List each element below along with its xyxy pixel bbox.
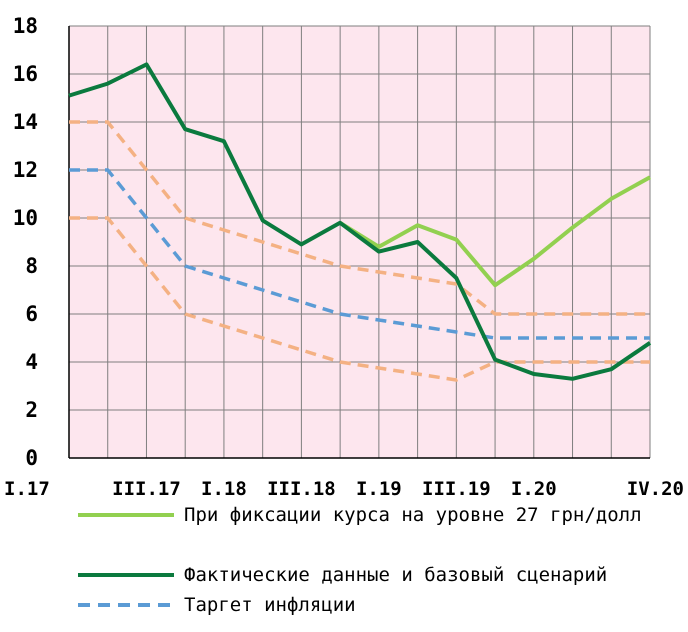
inflation-chart: 0 2 4 6 8 10 12 14 16 18 I.17 III.17 I.18 III.18 I.19…: [4, 14, 684, 500]
y-tick-label: 10: [13, 206, 38, 230]
x-tick-label: IV.20: [627, 478, 684, 500]
grid-lines: [68, 25, 651, 459]
legend-label-fixed-rate: При фиксации курса на уровне 27 грн/долл: [184, 504, 642, 526]
y-tick-label: 2: [25, 398, 38, 422]
legend-swatch-fixed-rate: [78, 513, 174, 517]
x-axis-ticks: I.17 III.17 I.18 III.18 I.19 III.19 I.20 IV.20: [4, 478, 684, 500]
series-line-actual: [68, 62, 652, 381]
legend-swatch-target: [78, 603, 174, 607]
legend-item-fixed-rate: При фиксации курса на уровне 27 грн/долл: [78, 500, 678, 560]
y-tick-label: 18: [13, 14, 38, 38]
legend-item-target: Таргет инфляции: [78, 590, 678, 620]
x-tick-label: I.18: [201, 478, 247, 500]
x-tick-label: III.17: [112, 478, 181, 500]
plot-area: [69, 26, 650, 458]
legend-label-actual: Фактические данные и базовый сценарий: [184, 564, 608, 586]
x-tick-label: I.19: [356, 478, 402, 500]
y-tick-label: 0: [25, 446, 38, 470]
legend-item-actual: Фактические данные и базовый сценарий: [78, 560, 678, 590]
y-tick-label: 8: [25, 254, 38, 278]
y-tick-label: 4: [25, 350, 38, 374]
x-tick-label: I.17: [4, 478, 50, 500]
y-tick-label: 12: [13, 158, 38, 182]
y-tick-label: 16: [13, 62, 38, 86]
series-line-target-upper: [69, 120, 650, 316]
legend: При фиксации курса на уровне 27 грн/долл…: [78, 500, 678, 620]
series-line-target-lower: [69, 216, 650, 382]
x-tick-label: I.20: [511, 478, 557, 500]
series-line-target: [69, 168, 650, 340]
x-tick-label: III.18: [267, 478, 336, 500]
y-tick-label: 6: [25, 302, 38, 326]
series-lines: [68, 62, 652, 382]
x-tick-label: III.19: [422, 478, 491, 500]
y-axis-ticks: 0 2 4 6 8 10 12 14 16 18: [13, 14, 38, 470]
series-line-fixed-rate: [339, 175, 651, 288]
y-tick-label: 14: [13, 110, 38, 134]
legend-swatch-actual: [78, 573, 174, 577]
legend-label-target: Таргет инфляции: [184, 594, 356, 616]
